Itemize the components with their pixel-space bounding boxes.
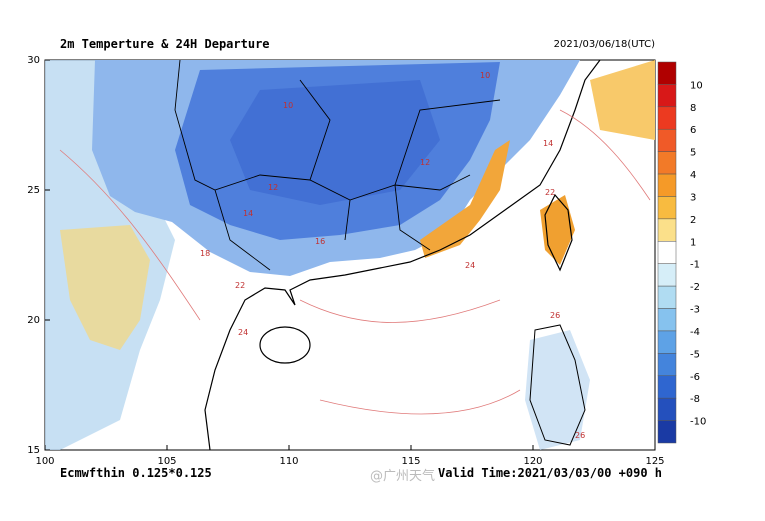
colorbar: 10 8 6 5 4 3 2 1 -1 -2 -3 -4 -5 -6 -8 -10 [657,61,706,444]
colorbar-label: -8 [690,394,700,405]
isotherms [59,109,651,415]
contour-label: 16 [315,237,325,246]
contour-label: 10 [283,101,293,110]
lon-label: 105 [157,456,176,467]
colorbar-swatch [657,263,677,287]
contour-label: 24 [465,261,475,270]
colorbar-swatch [657,196,677,220]
cold-core-inner [230,80,440,205]
contour-label: 12 [268,183,278,192]
taiwan [544,193,573,272]
map: 10 12 14 16 18 22 24 24 26 26 22 14 12 1… [44,59,656,451]
model: Ecmwfthin 0.125*0.125 [60,466,212,480]
colorbar-label: -2 [690,282,700,293]
colorbar-swatch [657,241,677,264]
lat-label: 15 [27,445,40,456]
colorbar-swatch [657,285,677,309]
colorbar-label: -6 [690,372,700,383]
contour-label: 26 [550,311,560,320]
title: 2m Temperture & 24H Departure [60,37,270,51]
contour-label: 12 [420,158,430,167]
colorbar-swatch [657,61,677,85]
colorbar-label: -5 [690,349,700,360]
colorbar-label: 1 [690,237,696,248]
date: 2021/03/06/18(UTC) [554,39,655,50]
lon-label: 120 [523,456,542,467]
colorbar-label: 2 [690,215,696,226]
colorbar-label: 6 [690,125,696,136]
contour-label: 26 [575,431,585,440]
colorbar-label: -1 [690,260,700,271]
colorbar-swatch [657,375,677,399]
contour-label: 10 [480,71,490,80]
lon-label: 110 [279,456,298,467]
warm-coast [420,140,510,258]
colorbar-label: -3 [690,305,700,316]
colorbar-swatch [657,218,677,242]
contour-label: 22 [545,188,555,197]
contour-label: 14 [543,139,553,148]
colorbar-swatch [657,151,677,175]
contour-label: 24 [238,328,248,337]
coastline [204,60,601,450]
valid-time: Valid Time:2021/03/03/00 +090 h [438,466,662,480]
hainan [259,326,311,364]
colorbar-swatch [657,173,677,197]
lon-label: 100 [35,456,54,467]
colorbar-label: 8 [690,103,696,114]
lat-label: 30 [27,55,40,66]
colorbar-swatch [657,84,677,108]
warm-east [590,60,655,140]
lat-label: 25 [27,185,40,196]
warm-area [60,225,150,350]
colorbar-label: -10 [690,417,706,428]
colorbar-label: 3 [690,192,696,203]
contour-label: 14 [243,209,253,218]
contour-label: 18 [200,249,210,258]
lon-label: 115 [401,456,420,467]
luzon [529,324,586,446]
colorbar-swatch [657,128,677,152]
colorbar-label: -4 [690,327,700,338]
colorbar-swatch [657,330,677,354]
lon-label: 125 [645,456,664,467]
colorbar-swatch [657,397,677,421]
colorbar-swatch [657,420,677,444]
colorbar-label: 4 [690,170,696,181]
contour-label: 22 [235,281,245,290]
colorbar-swatch [657,308,677,332]
colorbar-swatch [657,353,677,377]
colorbar-label: 10 [690,80,703,91]
lat-label: 20 [27,315,40,326]
colorbar-label: 5 [690,148,696,159]
watermark: @广州天气 [370,468,435,484]
luzon-cool [525,330,590,450]
province-borders [174,60,501,271]
colorbar-swatch [657,106,677,130]
